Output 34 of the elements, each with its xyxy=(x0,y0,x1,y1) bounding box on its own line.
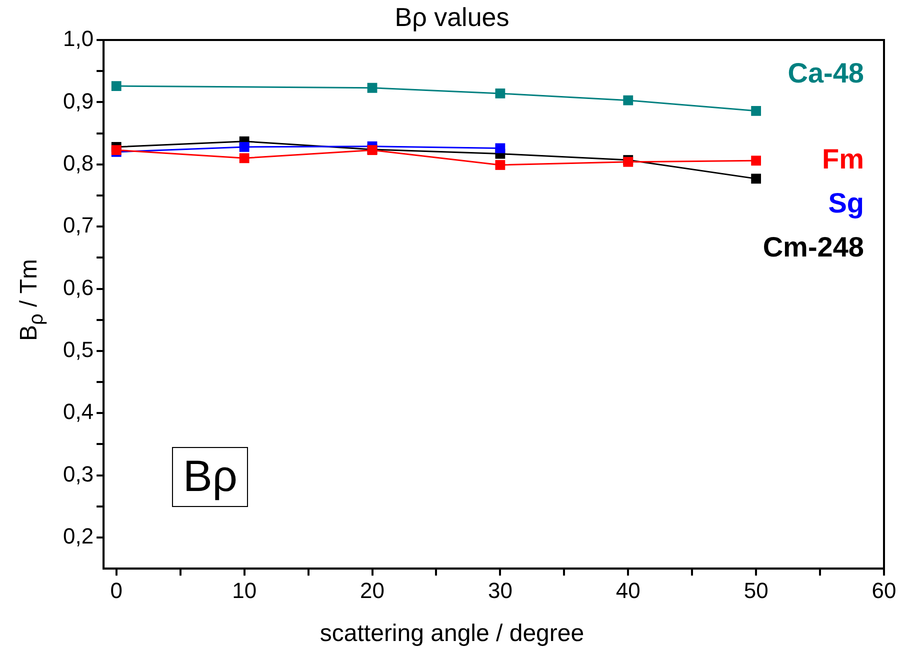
y-tick-label: 0,3 xyxy=(62,461,94,486)
y-tick-label: 0,5 xyxy=(62,337,94,362)
x-tick-label: 10 xyxy=(232,578,257,603)
point xyxy=(751,106,762,116)
y-tick-label: 0,9 xyxy=(62,88,94,114)
x-tick-label: 0 xyxy=(110,578,122,603)
text: Sg xyxy=(828,187,864,218)
y-tick-label: 0,7 xyxy=(62,212,94,238)
x-tick-label: 40 xyxy=(616,578,640,603)
y-tick-label: 0,8 xyxy=(62,150,94,176)
series-label: Cm-248 xyxy=(762,231,864,262)
point xyxy=(111,81,122,91)
x-tick-label: 20 xyxy=(360,578,384,603)
point xyxy=(495,160,506,170)
annotation: Bρ xyxy=(172,447,248,507)
x-tick-label: 30 xyxy=(488,578,512,603)
series-label: Ca-48 xyxy=(788,58,864,89)
chart-title: Bρ values xyxy=(394,2,510,32)
x-tick-label: 50 xyxy=(744,578,768,603)
point xyxy=(367,82,378,93)
x-tick-label: 60 xyxy=(872,578,896,603)
y-tick-label: 0,6 xyxy=(62,274,94,300)
y-tick-label: 1,0 xyxy=(62,26,94,52)
point xyxy=(751,156,762,166)
point xyxy=(239,142,250,152)
point xyxy=(623,95,634,106)
point xyxy=(751,174,762,184)
x-axis-title: scattering angle / degree xyxy=(318,620,586,648)
point xyxy=(495,143,506,154)
y-tick-label: 0,4 xyxy=(62,399,94,424)
point xyxy=(239,153,250,164)
point xyxy=(495,88,506,98)
y-tick-label: 0,2 xyxy=(62,524,94,549)
text: Fm xyxy=(822,143,864,174)
